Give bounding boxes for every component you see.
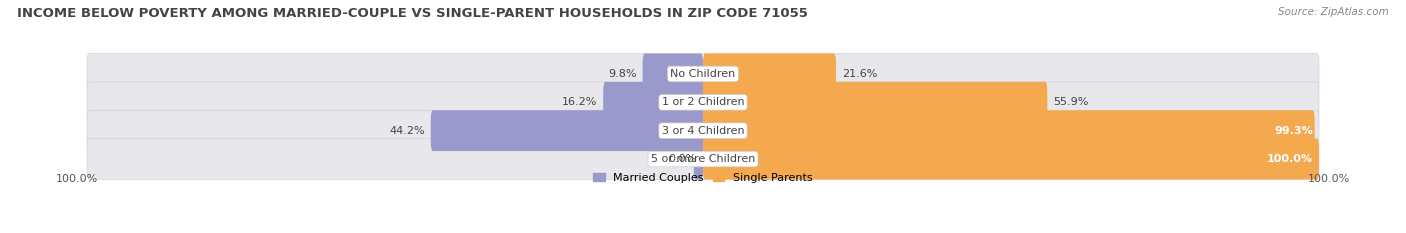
FancyBboxPatch shape [603, 82, 703, 123]
FancyBboxPatch shape [87, 139, 1319, 179]
FancyBboxPatch shape [703, 54, 837, 94]
Text: INCOME BELOW POVERTY AMONG MARRIED-COUPLE VS SINGLE-PARENT HOUSEHOLDS IN ZIP COD: INCOME BELOW POVERTY AMONG MARRIED-COUPL… [17, 7, 807, 20]
Text: 21.6%: 21.6% [842, 69, 877, 79]
FancyBboxPatch shape [87, 54, 1319, 94]
Text: 100.0%: 100.0% [56, 175, 98, 185]
FancyBboxPatch shape [643, 54, 703, 94]
Text: 5 or more Children: 5 or more Children [651, 154, 755, 164]
Text: 16.2%: 16.2% [561, 97, 598, 107]
FancyBboxPatch shape [87, 82, 1319, 123]
Text: 9.8%: 9.8% [607, 69, 637, 79]
Text: Source: ZipAtlas.com: Source: ZipAtlas.com [1278, 7, 1389, 17]
FancyBboxPatch shape [703, 82, 1047, 123]
Text: 100.0%: 100.0% [1308, 175, 1350, 185]
Text: 1 or 2 Children: 1 or 2 Children [662, 97, 744, 107]
Legend: Married Couples, Single Parents: Married Couples, Single Parents [593, 173, 813, 183]
FancyBboxPatch shape [693, 139, 703, 179]
Text: 0.0%: 0.0% [669, 154, 697, 164]
Text: 3 or 4 Children: 3 or 4 Children [662, 126, 744, 136]
FancyBboxPatch shape [703, 110, 1315, 151]
Text: No Children: No Children [671, 69, 735, 79]
FancyBboxPatch shape [703, 139, 1319, 179]
FancyBboxPatch shape [87, 110, 1319, 151]
Text: 99.3%: 99.3% [1274, 126, 1313, 136]
Text: 55.9%: 55.9% [1053, 97, 1088, 107]
Text: 44.2%: 44.2% [389, 126, 425, 136]
Text: 100.0%: 100.0% [1267, 154, 1313, 164]
FancyBboxPatch shape [430, 110, 703, 151]
